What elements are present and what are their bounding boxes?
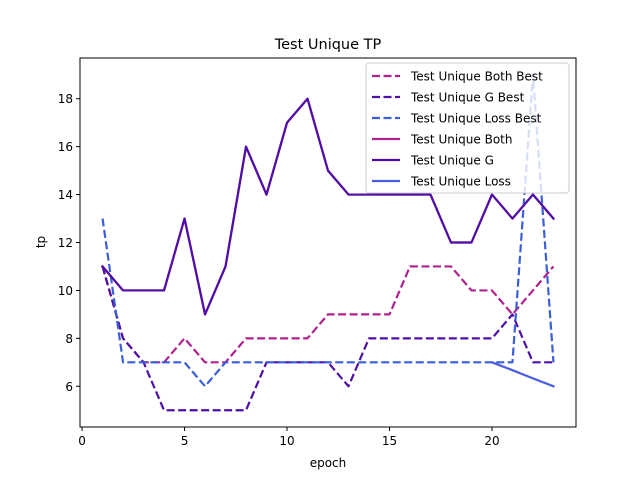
y-tick-label: 8 <box>65 332 73 346</box>
series-layer <box>100 73 556 412</box>
x-tick-label: 5 <box>181 434 189 448</box>
series-line-4 <box>100 97 556 316</box>
y-tick-label: 14 <box>58 188 73 202</box>
chart-title: Test Unique TP <box>274 37 382 53</box>
legend-label-2: Test Unique Loss Best <box>410 112 542 126</box>
series-line-2 <box>101 73 555 388</box>
series-line-0 <box>101 265 555 364</box>
legend-label-3: Test Unique Both <box>410 133 512 147</box>
y-tick-label: 16 <box>58 140 73 154</box>
y-tick-label: 6 <box>65 380 73 394</box>
series-line-1 <box>101 266 554 412</box>
y-tick-label: 10 <box>58 284 73 298</box>
legend-label-4: Test Unique G <box>410 154 494 168</box>
x-tick-label: 10 <box>279 434 294 448</box>
x-axis-label: epoch <box>310 456 347 470</box>
legend-label-1: Test Unique G Best <box>410 91 525 105</box>
series-line-5 <box>490 360 555 388</box>
axes-layer: 0 5 10 15 20 6 8 10 12 14 16 18 <box>58 57 577 448</box>
x-tick-label: 0 <box>78 434 86 448</box>
x-tick-label: 15 <box>382 434 397 448</box>
legend: Test Unique Both Best Test Unique G Best T… <box>365 62 570 194</box>
legend-box <box>365 62 570 194</box>
y-tick-label: 12 <box>58 236 73 250</box>
legend-label-0: Test Unique Both Best <box>410 70 543 84</box>
y-axis-label: tp <box>34 236 48 248</box>
series-group <box>100 73 556 412</box>
y-tick-label: 18 <box>58 92 73 106</box>
x-tick-label: 20 <box>484 434 499 448</box>
legend-label-5: Test Unique Loss <box>410 175 511 189</box>
